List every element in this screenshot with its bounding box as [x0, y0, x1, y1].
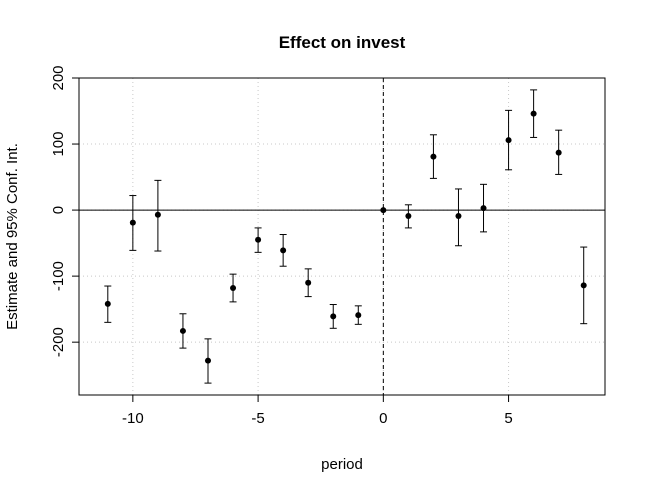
x-tick-label: 5: [504, 410, 512, 427]
x-tick-label: -10: [122, 410, 144, 427]
y-tick-label: 100: [50, 132, 67, 157]
data-point: [129, 219, 136, 226]
data-point: [230, 285, 237, 292]
data-point: [430, 153, 437, 160]
x-tick-label: -5: [251, 410, 264, 427]
y-tick-label: 200: [50, 65, 67, 90]
data-point: [154, 211, 161, 218]
reference-lines: [79, 78, 605, 395]
data-point: [330, 313, 337, 320]
data-point: [580, 282, 587, 289]
data-point: [480, 205, 487, 212]
axes: -10 -5 0 5 -200 -100 0 100 200: [50, 65, 513, 427]
data-points: [104, 89, 588, 384]
y-axis-label: Estimate and 95% Conf. Int.: [4, 143, 21, 330]
data-point: [505, 137, 512, 144]
data-point: [530, 110, 537, 117]
data-point: [455, 213, 462, 220]
data-point: [555, 149, 562, 156]
y-tick-label: -100: [50, 261, 67, 291]
data-point: [355, 312, 362, 319]
data-point: [255, 236, 262, 243]
y-tick-label: 0: [50, 206, 67, 214]
x-tick-label: 0: [379, 410, 387, 427]
data-point: [380, 207, 387, 214]
x-axis-label: period: [321, 456, 363, 473]
y-tick-label: -200: [50, 327, 67, 357]
data-point: [405, 213, 412, 220]
data-point: [179, 327, 186, 334]
data-point: [104, 300, 111, 307]
data-point: [280, 247, 287, 254]
chart-title: Effect on invest: [279, 33, 406, 52]
data-point: [305, 279, 312, 286]
data-point: [204, 357, 211, 364]
